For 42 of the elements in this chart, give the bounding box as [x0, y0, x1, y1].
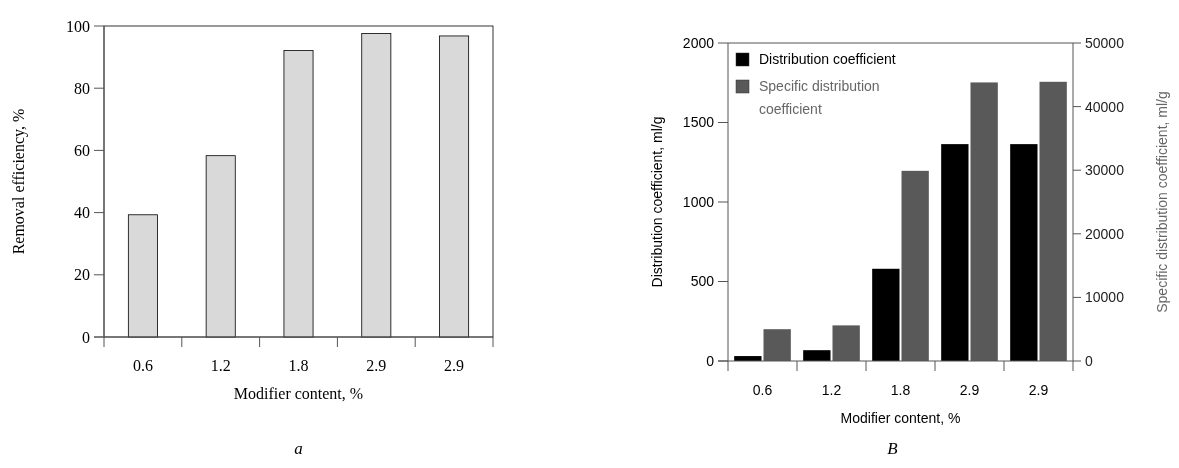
x-tick-label: 0.6: [752, 382, 773, 398]
legend-label: Distribution coefficient: [759, 51, 896, 67]
x-tick-label: 1.8: [288, 357, 309, 374]
y2-tick-label: 40000: [1085, 98, 1125, 115]
legend-label: Specific distribution coefficient: [759, 78, 880, 117]
x-axis-title: Modifier content, %: [840, 410, 961, 426]
y2-tick-label: 50000: [1085, 34, 1125, 51]
y2-tick-label: 30000: [1085, 162, 1125, 179]
y-tick-label: 80: [74, 79, 90, 97]
y-axis-title: Removal efficiency, %: [10, 108, 28, 255]
y-tick-label: 1000: [682, 193, 715, 210]
bar: [803, 350, 831, 361]
x-tick-label: 2.9: [366, 357, 387, 374]
text: B: [887, 439, 899, 458]
y-tick-label: 60: [74, 142, 90, 159]
bar: [439, 35, 470, 338]
x-tick-label: 1.2: [210, 357, 231, 374]
y-tick-label: 500: [690, 273, 715, 290]
text: a: [294, 439, 303, 458]
y2-axis-title: Specific distribution coefficient, ml/g: [1154, 91, 1170, 313]
y-tick-label: 0: [706, 352, 715, 369]
y-tick-label: 1500: [682, 114, 715, 131]
bar: [205, 155, 236, 338]
y-tick-label: 2000: [682, 34, 715, 51]
x-tick-label: 2.9: [959, 382, 980, 398]
x-tick-label: 1.2: [821, 382, 842, 398]
x-tick-label: 1.8: [890, 382, 911, 398]
bar: [361, 33, 392, 338]
y-tick-label: 20: [74, 266, 90, 284]
x-tick-label: 2.9: [444, 357, 465, 374]
bar: [283, 50, 314, 338]
x-axis-title: Modifier content, %: [233, 385, 364, 402]
y-axis-title: Distribution coefficient, ml/g: [649, 116, 665, 288]
bar: [127, 214, 158, 338]
y2-tick-label: 0: [1085, 352, 1093, 369]
y-tick-label: 40: [74, 204, 90, 222]
y-tick-label: 100: [66, 17, 90, 35]
x-tick-label: 2.9: [1028, 382, 1049, 398]
y-tick-label: 0: [82, 328, 90, 346]
y2-tick-label: 10000: [1085, 289, 1125, 306]
y2-tick-label: 20000: [1085, 225, 1125, 242]
x-tick-label: 0.6: [132, 357, 153, 374]
